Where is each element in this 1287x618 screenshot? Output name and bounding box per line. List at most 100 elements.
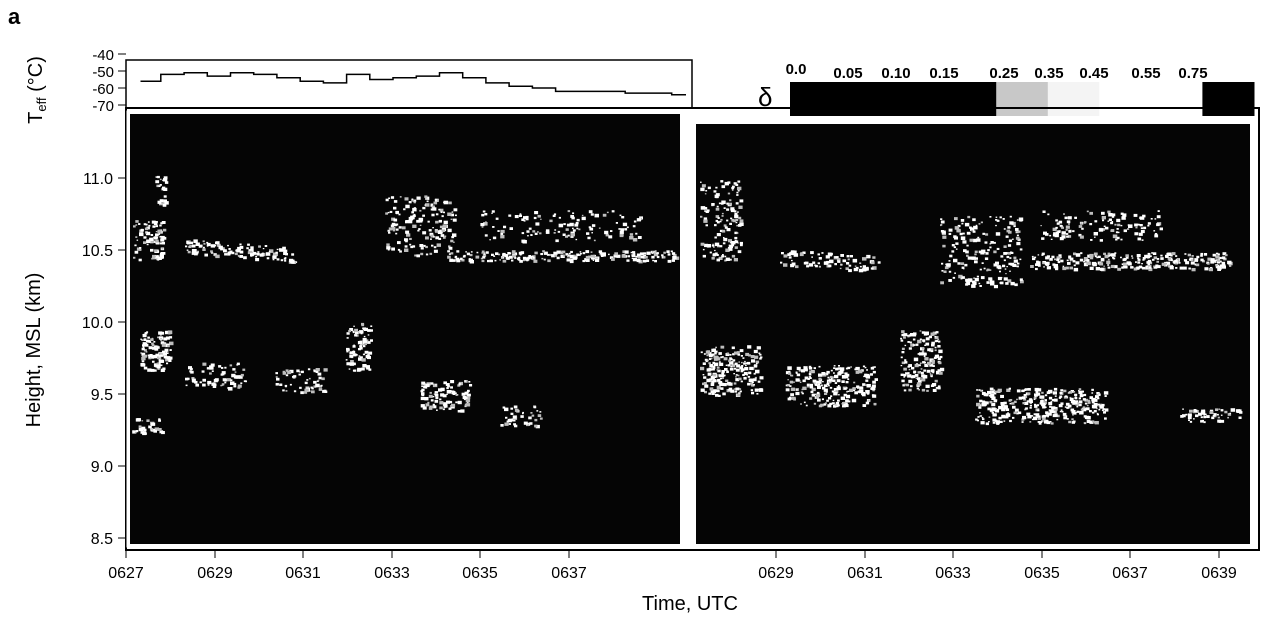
- echo-pixel: [1025, 407, 1028, 410]
- echo-pixel: [835, 401, 840, 405]
- echo-pixel: [846, 390, 849, 393]
- echo-pixel: [155, 225, 158, 228]
- echo-pixel: [167, 345, 170, 348]
- echo-pixel: [552, 214, 556, 217]
- echo-pixel: [820, 403, 824, 407]
- echo-pixel: [1082, 406, 1086, 409]
- echo-pixel: [961, 266, 965, 269]
- echo-pixel: [989, 408, 994, 412]
- echo-pixel: [921, 331, 925, 334]
- echo-pixel: [152, 237, 155, 239]
- echo-pixel: [907, 341, 910, 343]
- echo-pixel: [526, 230, 530, 233]
- time-xaxis: 0627 0629 0631 0633 0635 0637 0629 0631 …: [108, 550, 1237, 615]
- echo-pixel: [435, 213, 439, 216]
- echo-pixel: [745, 364, 747, 367]
- echo-pixel: [722, 392, 726, 396]
- time-tick-label: 0629: [197, 565, 233, 582]
- echo-pixel: [725, 379, 729, 383]
- echo-pixel: [136, 247, 142, 251]
- echo-pixel: [482, 210, 486, 213]
- echo-pixel: [626, 259, 630, 262]
- echo-pixel: [619, 233, 624, 237]
- echo-pixel: [155, 180, 160, 184]
- echo-pixel: [592, 258, 595, 260]
- echo-pixel: [792, 253, 795, 256]
- echo-pixel: [903, 367, 907, 371]
- echo-pixel: [164, 201, 169, 205]
- echo-pixel: [1189, 420, 1193, 423]
- echo-pixel: [511, 418, 516, 422]
- echo-pixel: [1225, 254, 1228, 257]
- echo-pixel: [503, 225, 507, 229]
- echo-pixel: [233, 382, 237, 385]
- echo-pixel: [567, 234, 570, 237]
- echo-pixel: [144, 227, 149, 231]
- echo-pixel: [954, 236, 958, 240]
- echo-pixel: [817, 384, 820, 386]
- echo-pixel: [917, 371, 921, 374]
- echo-pixel: [262, 248, 265, 250]
- echo-pixel: [427, 401, 430, 404]
- echo-pixel: [729, 199, 732, 202]
- echo-pixel: [203, 246, 205, 249]
- echo-pixel: [940, 224, 943, 226]
- echo-pixel: [391, 247, 395, 251]
- echo-pixel: [195, 383, 199, 387]
- echo-pixel: [1074, 401, 1078, 405]
- echo-pixel: [955, 242, 959, 245]
- echo-pixel: [533, 259, 538, 263]
- echo-pixel: [826, 370, 830, 374]
- echo-pixel: [733, 373, 735, 375]
- echo-pixel: [152, 355, 154, 357]
- echo-pixel: [820, 384, 823, 387]
- echo-pixel: [955, 248, 958, 250]
- echo-pixel: [460, 409, 465, 413]
- echo-pixel: [654, 250, 657, 252]
- echo-pixel: [847, 366, 851, 370]
- echo-pixel: [919, 338, 922, 341]
- echo-pixel: [735, 218, 739, 222]
- echo-pixel: [976, 394, 980, 398]
- echo-pixel: [736, 194, 739, 196]
- echo-pixel: [431, 244, 434, 247]
- echo-pixel: [151, 257, 154, 260]
- echo-pixel: [806, 385, 810, 388]
- echo-pixel: [1220, 419, 1225, 423]
- echo-pixel: [278, 248, 282, 251]
- echo-pixel: [570, 233, 575, 237]
- echo-pixel: [440, 234, 445, 237]
- echo-pixel: [703, 219, 708, 223]
- echo-pixel: [594, 213, 599, 218]
- echo-pixel: [505, 416, 508, 419]
- echo-pixel: [207, 384, 210, 386]
- echo-pixel: [317, 372, 322, 376]
- echo-pixel: [210, 251, 214, 254]
- echo-pixel: [466, 401, 469, 404]
- echo-pixel: [735, 374, 738, 376]
- echo-pixel: [195, 242, 200, 246]
- echo-pixel: [984, 241, 988, 244]
- echo-pixel: [499, 259, 501, 261]
- echo-pixel: [1096, 412, 1099, 415]
- echo-pixel: [739, 222, 744, 226]
- echo-pixel: [151, 429, 153, 431]
- echo-pixel: [799, 381, 802, 383]
- echo-pixel: [1042, 262, 1045, 265]
- echo-pixel: [988, 416, 991, 418]
- echo-pixel: [1089, 266, 1094, 270]
- echo-pixel: [158, 419, 161, 422]
- echo-pixel: [719, 220, 722, 223]
- echo-pixel: [158, 233, 161, 235]
- echo-pixel: [500, 424, 504, 427]
- echo-pixel: [324, 390, 328, 393]
- echo-pixel: [457, 410, 461, 413]
- echo-pixel: [841, 375, 847, 379]
- echo-pixel: [1014, 408, 1019, 412]
- echo-pixel: [741, 365, 744, 367]
- echo-pixel: [711, 244, 715, 247]
- echo-pixel: [829, 254, 833, 257]
- echo-pixel: [439, 398, 442, 401]
- echo-pixel: [720, 218, 723, 221]
- echo-pixel: [440, 211, 443, 213]
